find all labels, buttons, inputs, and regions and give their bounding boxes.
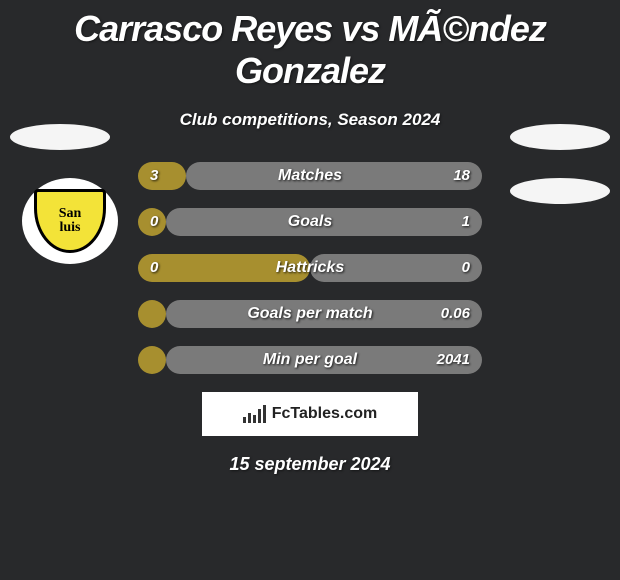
stat-row: 0.06Goals per match — [138, 300, 482, 328]
stat-label: Matches — [138, 162, 482, 190]
club-logo-line2: luis — [59, 221, 80, 235]
flag-right-2 — [510, 178, 610, 204]
stat-row: 00Hattricks — [138, 254, 482, 282]
stat-label: Goals — [138, 208, 482, 236]
fctables-badge: FcTables.com — [202, 392, 418, 436]
club-logo-line1: San — [59, 207, 82, 221]
stat-label: Min per goal — [138, 346, 482, 374]
page-title: Carrasco Reyes vs MÃ©ndez Gonzalez — [0, 0, 620, 92]
date-label: 15 september 2024 — [0, 454, 620, 475]
flag-right-1 — [510, 124, 610, 150]
club-logo: San luis — [22, 178, 118, 264]
club-logo-shield: San luis — [34, 189, 106, 253]
stat-row: 318Matches — [138, 162, 482, 190]
stat-label: Hattricks — [138, 254, 482, 282]
stat-label: Goals per match — [138, 300, 482, 328]
stat-row: 01Goals — [138, 208, 482, 236]
chart-icon — [243, 405, 266, 423]
stat-row: 2041Min per goal — [138, 346, 482, 374]
flag-left — [10, 124, 110, 150]
fctables-label: FcTables.com — [272, 405, 378, 423]
